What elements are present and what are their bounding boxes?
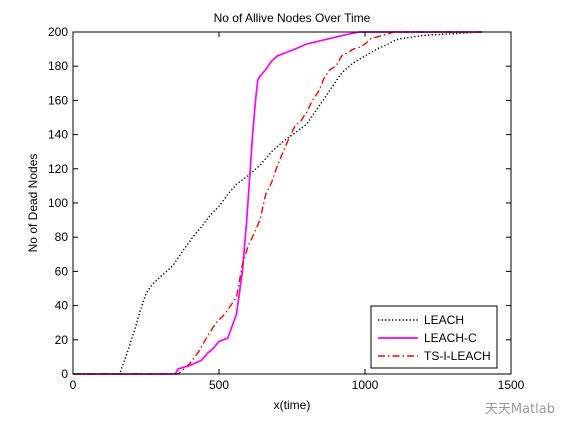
watermark-text: 天天Matlab bbox=[484, 402, 555, 417]
y-tick-label: 160 bbox=[48, 93, 68, 107]
x-axis-label: x(time) bbox=[274, 398, 311, 412]
y-tick-label: 20 bbox=[55, 333, 69, 347]
legend: LEACH LEACH-C TS-I-LEACH bbox=[370, 305, 498, 369]
series-line-leach-c bbox=[73, 31, 482, 375]
series-line-leach bbox=[73, 31, 482, 375]
legend-label-leach: LEACH bbox=[424, 313, 464, 327]
y-tick-label: 140 bbox=[48, 128, 68, 142]
series-line-ts-i-leach bbox=[73, 31, 482, 375]
ticks-layer: 0 500 1000 1500 0 20 40 60 80 100 120 140 160 180 200 bbox=[48, 25, 525, 392]
x-tick-label: 0 bbox=[70, 378, 77, 392]
y-tick-label: 200 bbox=[48, 25, 68, 39]
series-layer bbox=[73, 31, 482, 375]
y-tick-label: 60 bbox=[55, 264, 69, 278]
x-tick-label: 500 bbox=[209, 378, 229, 392]
y-tick-label: 120 bbox=[48, 162, 68, 176]
y-tick-label: 80 bbox=[55, 230, 69, 244]
y-axis-label: No of Dead Nodes bbox=[26, 154, 40, 253]
x-tick-label: 1500 bbox=[498, 378, 525, 392]
y-tick-label: 0 bbox=[61, 367, 68, 381]
chart-title: No of Allive Nodes Over Time bbox=[214, 11, 371, 25]
y-tick-label: 40 bbox=[55, 299, 69, 313]
legend-box bbox=[370, 305, 498, 369]
legend-label-leach-c: LEACH-C bbox=[424, 331, 477, 345]
x-tick-label: 1000 bbox=[352, 378, 379, 392]
y-tick-label: 180 bbox=[48, 59, 68, 73]
legend-label-ts-i-leach: TS-I-LEACH bbox=[424, 349, 491, 363]
y-tick-label: 100 bbox=[48, 196, 68, 210]
